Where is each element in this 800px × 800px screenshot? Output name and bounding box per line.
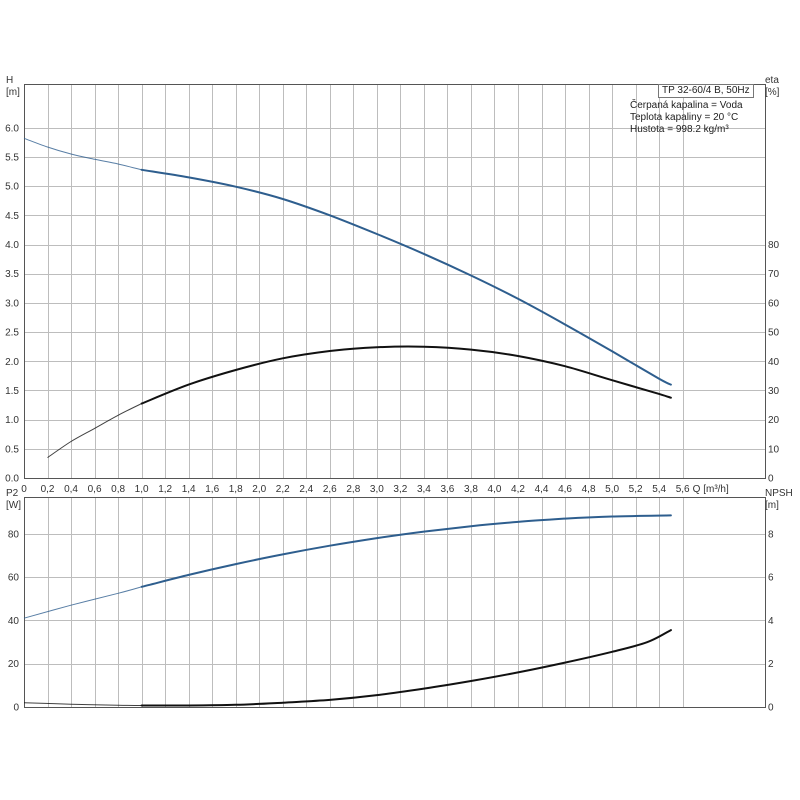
- y-right-tick-label: 40: [768, 357, 780, 368]
- temperature-label: Teplota kapaliny = 20 °C: [630, 112, 739, 123]
- info-box: TP 32-60/4 B, 50Hz Čerpaná kapalina = Vo…: [630, 84, 754, 136]
- x-tick-label: 4,2: [511, 484, 525, 495]
- y-left-tick-label: 0.0: [5, 474, 19, 485]
- x-tick-label: 1,0: [135, 484, 149, 495]
- x-tick-label: 3,6: [440, 484, 454, 495]
- y-right-axis-title: NPSH: [765, 488, 793, 499]
- y-right-tick-label: 0: [768, 703, 774, 714]
- y-left-tick-label: 5.0: [5, 182, 19, 193]
- y-left-tick-label: 0.5: [5, 444, 19, 455]
- y-left-tick-label: 3.0: [5, 298, 19, 309]
- x-tick-label: 5,0: [605, 484, 619, 495]
- eta-curve-extrapolated: [47, 403, 142, 459]
- y-right-tick-label: 50: [768, 328, 780, 339]
- npsh-curve: [140, 629, 672, 707]
- y-left-tick-label: 4.5: [5, 211, 19, 222]
- x-tick-label: 3,2: [393, 484, 407, 495]
- y-right-axis-unit: [m]: [765, 500, 779, 511]
- x-tick-label: 0,4: [64, 484, 78, 495]
- x-tick-label: 1,4: [182, 484, 196, 495]
- p2-curve-extrapolated: [23, 586, 142, 619]
- y-left-tick-label: 5.5: [5, 152, 19, 163]
- x-tick-label: 4,0: [488, 484, 502, 495]
- eta-curve: [140, 345, 672, 405]
- y-left-axis-title: P2: [6, 488, 19, 499]
- x-tick-label: 5,6: [676, 484, 690, 495]
- x-tick-label: 2,4: [299, 484, 313, 495]
- x-tick-label: 4,6: [558, 484, 572, 495]
- y-right-tick-label: 10: [768, 444, 780, 455]
- x-tick-label: 2,0: [252, 484, 266, 495]
- x-tick-label: 0,6: [88, 484, 102, 495]
- y-right-tick-label: 6: [768, 573, 774, 584]
- x-tick-label: 0,2: [41, 484, 55, 495]
- x-tick-label: 3,0: [370, 484, 384, 495]
- x-tick-label: 3,8: [464, 484, 478, 495]
- y-left-tick-label: 2.5: [5, 328, 19, 339]
- x-tick-label: 2,8: [346, 484, 360, 495]
- y-left-axis-unit: [W]: [6, 500, 21, 511]
- x-axis-label: Q [m³/h]: [693, 484, 729, 495]
- y-left-axis-unit: [m]: [6, 87, 20, 98]
- y-left-tick-label: 40: [8, 616, 20, 627]
- y-left-tick-label: 60: [8, 573, 20, 584]
- y-right-tick-label: 4: [768, 616, 774, 627]
- x-tick-label: 5,2: [629, 484, 643, 495]
- x-tick-label: 1,8: [229, 484, 243, 495]
- plot-frame: [24, 497, 766, 708]
- npsh-curve-extrapolated: [23, 702, 142, 706]
- y-left-tick-label: 2.0: [5, 357, 19, 368]
- y-left-tick-label: 1.0: [5, 415, 19, 426]
- x-tick-label: 1,6: [205, 484, 219, 495]
- x-tick-label: 2,2: [276, 484, 290, 495]
- fluid-label: Čerpaná kapalina = Voda: [630, 100, 743, 111]
- y-right-axis-title: eta: [765, 75, 779, 86]
- y-right-tick-label: 30: [768, 386, 780, 397]
- y-right-tick-label: 2: [768, 659, 774, 670]
- pump-model-title: TP 32-60/4 B, 50Hz: [658, 84, 754, 98]
- x-tick-label: 0: [21, 484, 27, 495]
- x-tick-label: 0,8: [111, 484, 125, 495]
- y-right-tick-label: 70: [768, 269, 780, 280]
- y-left-tick-label: 4.0: [5, 240, 19, 251]
- y-right-tick-label: 0: [768, 474, 774, 485]
- p2-curve: [140, 514, 672, 588]
- y-right-tick-label: 80: [768, 240, 780, 251]
- x-tick-label: 1,2: [158, 484, 172, 495]
- h-curve-extrapolated: [23, 137, 142, 171]
- y-left-tick-label: 6.0: [5, 123, 19, 134]
- y-left-axis-title: H: [6, 75, 13, 86]
- y-left-tick-label: 80: [8, 529, 20, 540]
- y-right-tick-label: 20: [768, 415, 780, 426]
- x-tick-label: 4,8: [582, 484, 596, 495]
- x-tick-label: 2,6: [323, 484, 337, 495]
- y-right-axis-unit: [%]: [765, 87, 780, 98]
- x-tick-label: 5,4: [652, 484, 666, 495]
- y-left-tick-label: 3.5: [5, 269, 19, 280]
- y-left-tick-label: 0: [13, 703, 19, 714]
- y-left-tick-label: 20: [8, 659, 20, 670]
- plot-frame: [24, 84, 766, 479]
- h-curve: [140, 168, 672, 386]
- density-label: Hustota = 998.2 kg/m³: [630, 124, 729, 135]
- y-right-tick-label: 60: [768, 298, 780, 309]
- x-tick-label: 4,4: [535, 484, 549, 495]
- y-left-tick-label: 1.5: [5, 386, 19, 397]
- y-right-tick-label: 8: [768, 529, 774, 540]
- x-tick-label: 3,4: [417, 484, 431, 495]
